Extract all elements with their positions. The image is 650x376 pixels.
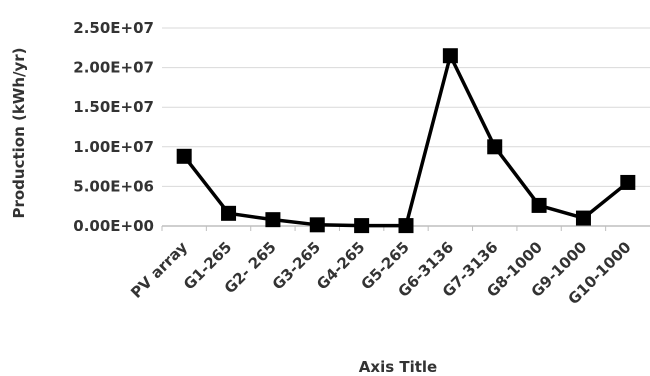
data-point-marker bbox=[354, 218, 370, 234]
data-point-marker bbox=[620, 174, 636, 190]
data-point-marker bbox=[221, 205, 237, 221]
x-tick-label: PV array bbox=[127, 238, 191, 302]
y-tick-label: 1.50E+07 bbox=[73, 98, 154, 116]
series-line bbox=[182, 53, 629, 228]
data-point-marker bbox=[265, 212, 281, 228]
data-point-marker bbox=[442, 48, 458, 64]
data-point-marker bbox=[575, 210, 591, 226]
series-line-layer bbox=[182, 53, 629, 228]
x-axis-title: Axis Title bbox=[359, 358, 437, 376]
data-point-marker bbox=[309, 217, 325, 233]
grid-layer bbox=[161, 27, 650, 231]
y-axis-title: Production (kWh/yr) bbox=[10, 47, 28, 218]
series-marker-layer bbox=[176, 48, 636, 234]
x-tick-label: G3-265 bbox=[269, 238, 324, 293]
y-axis-tick-labels: 0.00E+00 5.00E+06 1.00E+07 1.50E+07 2.00E+07… bbox=[73, 19, 154, 235]
y-tick-label: 0.00E+00 bbox=[73, 217, 154, 235]
x-tick-label: G4-265 bbox=[313, 238, 368, 293]
y-tick-label: 1.00E+07 bbox=[73, 138, 154, 156]
data-point-marker bbox=[176, 148, 192, 164]
y-tick-label: 2.50E+07 bbox=[73, 19, 154, 37]
y-tick-label: 5.00E+06 bbox=[73, 177, 154, 195]
data-point-marker bbox=[398, 218, 414, 234]
data-point-marker bbox=[487, 139, 503, 155]
y-tick-label: 2.00E+07 bbox=[73, 59, 154, 77]
data-point-marker bbox=[531, 197, 547, 213]
